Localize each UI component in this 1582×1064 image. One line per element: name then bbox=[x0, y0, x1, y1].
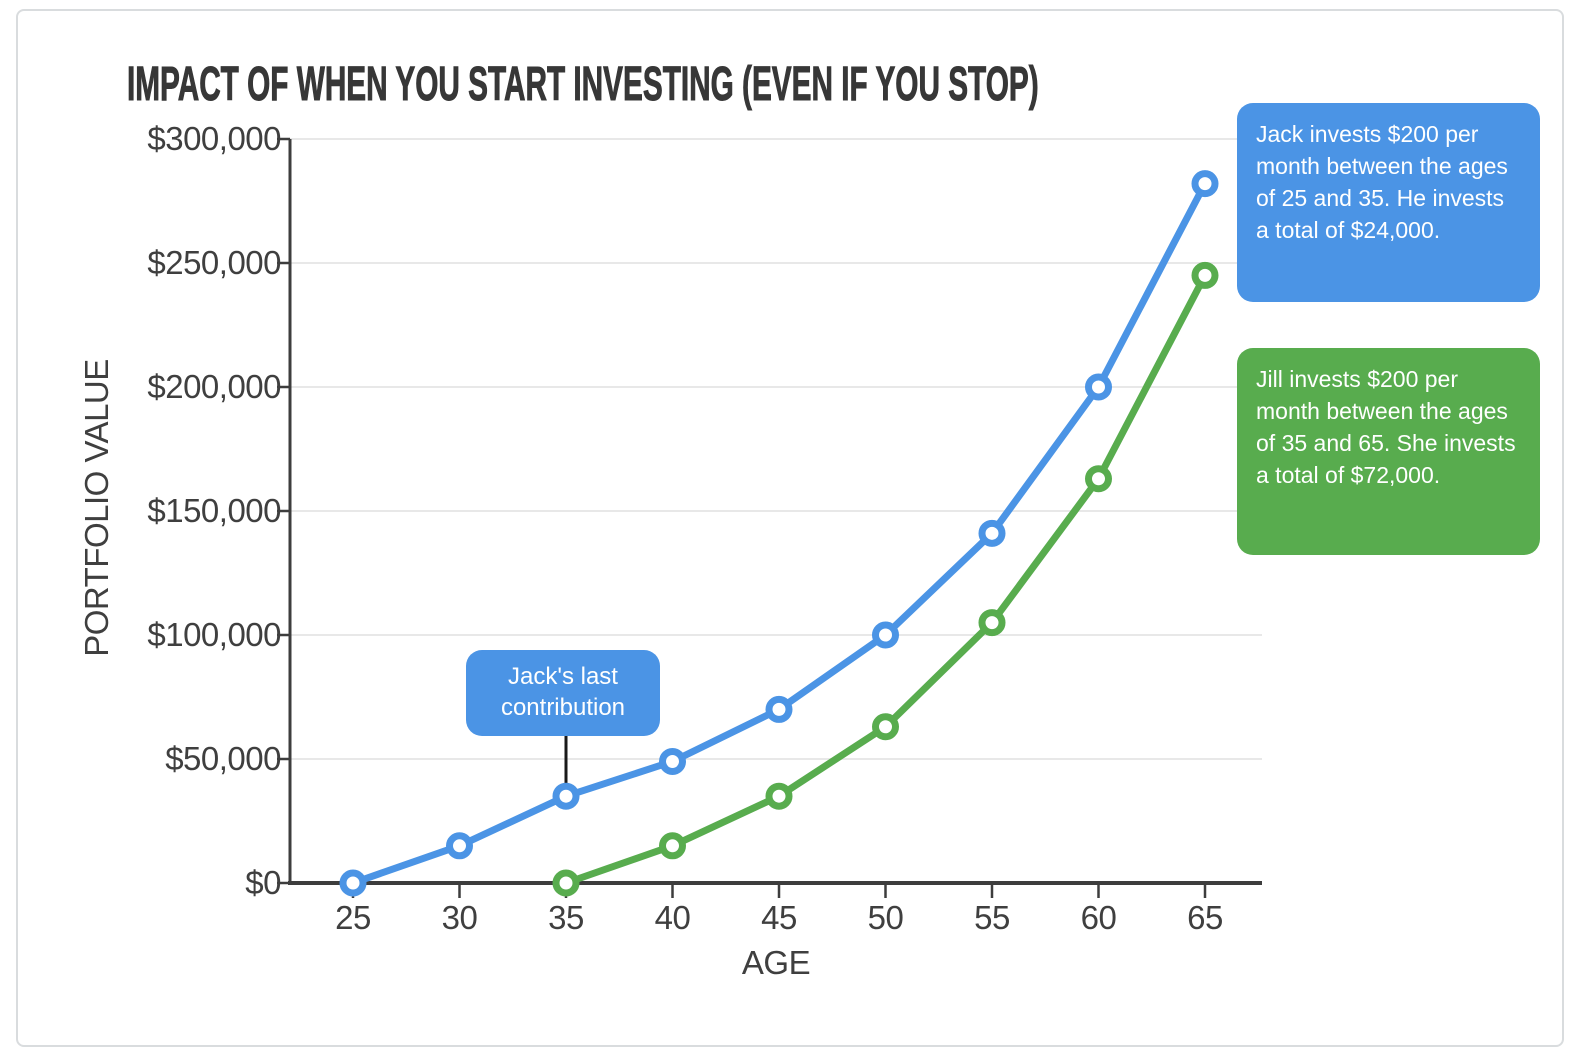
x-tick-label: 60 bbox=[1080, 899, 1117, 936]
y-tick-label: $250,000 bbox=[147, 244, 281, 281]
jack-data-point bbox=[872, 621, 899, 649]
jill-data-point bbox=[1191, 261, 1219, 289]
jack-data-point bbox=[446, 832, 473, 860]
x-tick-label: 45 bbox=[761, 899, 797, 936]
x-tick-label: 65 bbox=[1187, 899, 1223, 936]
x-tick-label: 50 bbox=[867, 899, 904, 936]
jill-data-point bbox=[1085, 465, 1112, 493]
jill-data-point bbox=[872, 713, 899, 741]
jack-data-point bbox=[659, 747, 686, 775]
jill-data-point bbox=[978, 609, 1006, 637]
y-axis-title: PORTFOLIO VALUE bbox=[78, 359, 115, 657]
x-tick-label: 55 bbox=[974, 899, 1010, 936]
jack-annotation-box: Jack invests $200 per month between the … bbox=[1237, 103, 1540, 302]
y-tick-label: $300,000 bbox=[147, 120, 281, 157]
jack-data-point bbox=[1191, 170, 1219, 198]
x-tick-label: 35 bbox=[548, 899, 584, 936]
y-tick-label: $150,000 bbox=[147, 492, 281, 529]
x-tick-label: 40 bbox=[654, 899, 691, 936]
jack-last-contribution-callout: Jack's last contribution bbox=[466, 650, 660, 736]
jack-data-point bbox=[1085, 373, 1112, 401]
jill-annotation-box: Jill invests $200 per month between the … bbox=[1237, 348, 1540, 555]
y-tick-label: $0 bbox=[245, 864, 281, 901]
jill-data-point bbox=[765, 782, 793, 810]
y-tick-label: $100,000 bbox=[147, 616, 281, 653]
x-tick-label: 25 bbox=[335, 899, 371, 936]
jack-data-point bbox=[978, 519, 1006, 547]
jill-data-point bbox=[552, 869, 580, 897]
chart-title: IMPACT OF WHEN YOU START INVESTING (EVEN… bbox=[127, 58, 1039, 112]
y-tick-label: $200,000 bbox=[147, 368, 281, 405]
jack-data-point bbox=[339, 869, 367, 897]
y-tick-label: $50,000 bbox=[165, 740, 281, 777]
jack-data-point bbox=[765, 695, 793, 723]
jill-data-point bbox=[659, 832, 686, 860]
x-axis-title: AGE bbox=[741, 944, 811, 981]
jack-data-point bbox=[552, 782, 580, 810]
jack-line bbox=[349, 180, 1209, 887]
x-tick-label: 30 bbox=[441, 899, 478, 936]
